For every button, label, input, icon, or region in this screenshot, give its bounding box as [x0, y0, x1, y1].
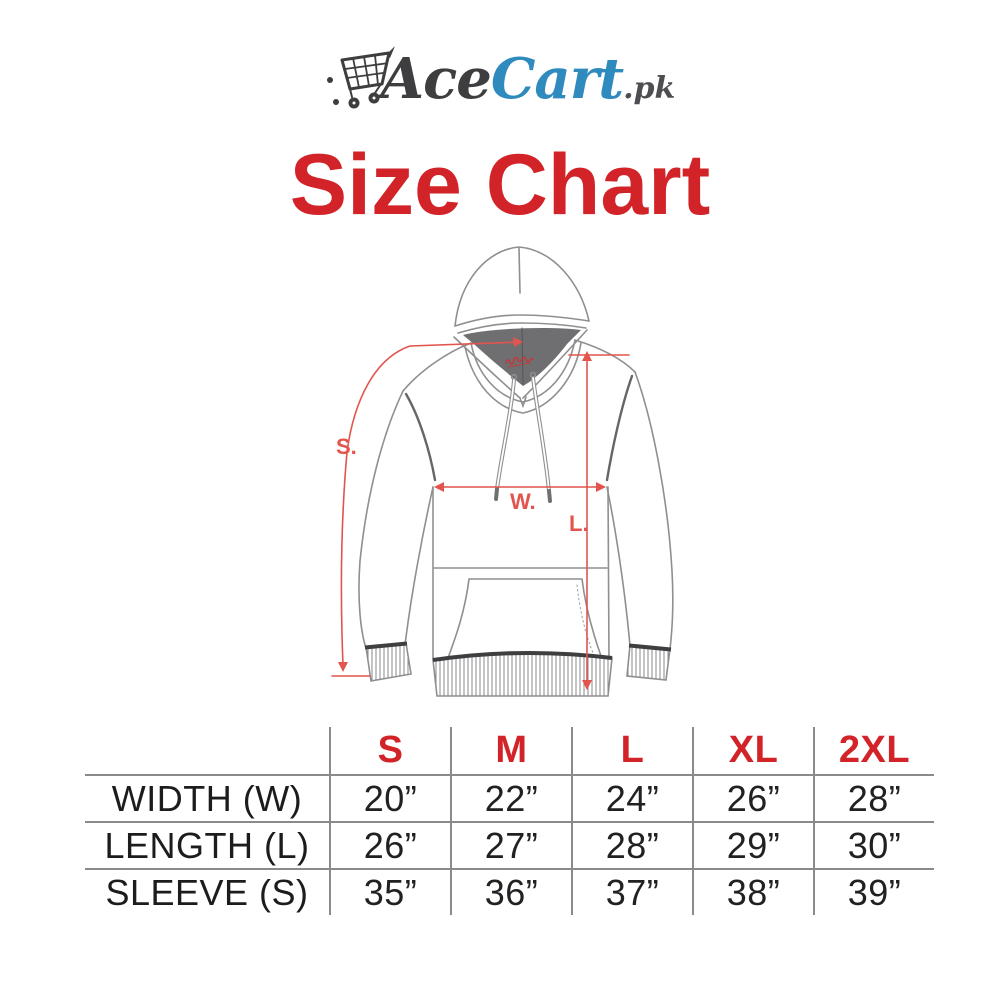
- table-corner-cell: [85, 727, 329, 774]
- size-value: 20”: [329, 774, 450, 821]
- size-value: 37”: [571, 868, 692, 915]
- row-header-width: WIDTH (W): [85, 774, 329, 821]
- brand-cart: Cart: [490, 46, 624, 112]
- row-header-sleeve: SLEEVE (S): [85, 868, 329, 915]
- size-value: 29”: [692, 821, 813, 868]
- size-value: 39”: [813, 868, 934, 915]
- size-value: 26”: [692, 774, 813, 821]
- hoodie-outline: [358, 246, 674, 661]
- size-value: 36”: [450, 868, 571, 915]
- size-value: 28”: [571, 821, 692, 868]
- size-table: S M L XL 2XL WIDTH (W) 20” 22” 24” 26” 2…: [85, 727, 934, 915]
- size-value: 30”: [813, 821, 934, 868]
- kangaroo-pocket: [447, 578, 602, 659]
- brand-logo: AceCart.pk: [0, 42, 1000, 126]
- col-header-l: L: [571, 727, 692, 774]
- col-header-2xl: 2XL: [813, 727, 934, 774]
- measurement-lines: [331, 337, 630, 690]
- length-measure-label: L.: [569, 511, 589, 536]
- size-value: 28”: [813, 774, 934, 821]
- size-value: 38”: [692, 868, 813, 915]
- sleeve-measure-label: S.: [336, 434, 357, 459]
- col-header-s: S: [329, 727, 450, 774]
- size-value: 22”: [450, 774, 571, 821]
- size-value: 27”: [450, 821, 571, 868]
- size-value: 35”: [329, 868, 450, 915]
- shopping-cart-icon: [326, 46, 395, 109]
- col-header-xl: XL: [692, 727, 813, 774]
- size-value: 24”: [571, 774, 692, 821]
- col-header-m: M: [450, 727, 571, 774]
- ribbed-trim: [364, 641, 672, 697]
- hood-brand-script: [505, 356, 534, 365]
- brand-name: AceCart.pk: [381, 42, 676, 126]
- width-measure-label: W.: [510, 489, 536, 514]
- brand-tld: .pk: [623, 71, 676, 106]
- hoodie-diagram: S. W. L.: [331, 246, 674, 697]
- size-value: 26”: [329, 821, 450, 868]
- brand-ace: Ace: [380, 46, 492, 112]
- raglan-seams: [404, 374, 634, 482]
- row-header-length: LENGTH (L): [85, 821, 329, 868]
- page-title: Size Chart: [289, 137, 711, 233]
